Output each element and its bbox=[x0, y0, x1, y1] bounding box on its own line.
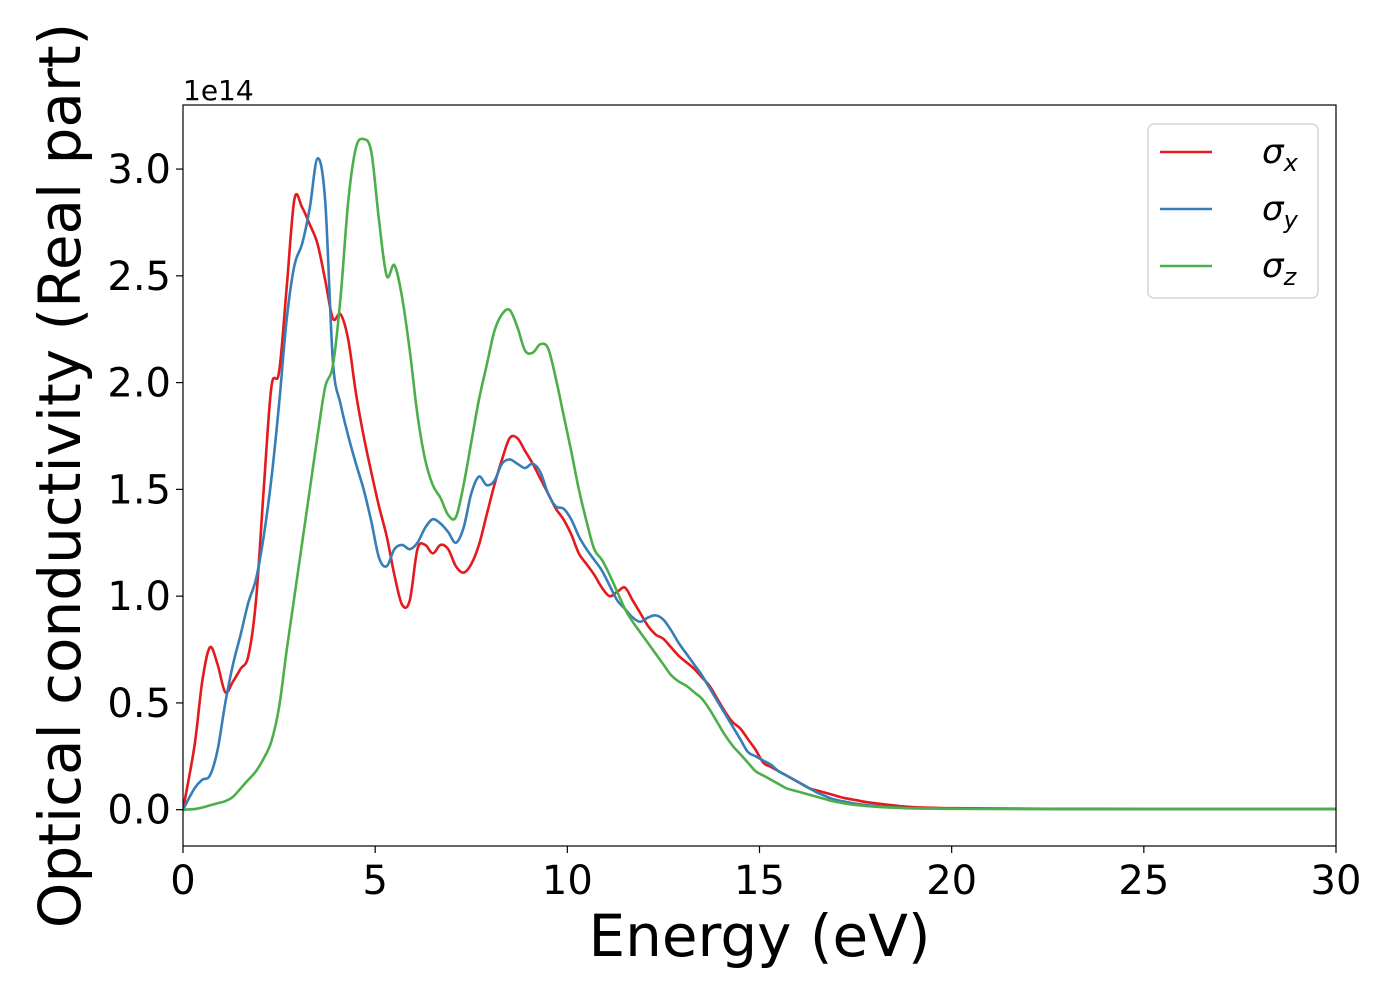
series-line-z bbox=[183, 137, 1336, 811]
y-tick-label: 2.5 bbox=[107, 254, 171, 300]
x-tick-label: 20 bbox=[926, 858, 977, 904]
x-tick-label: 15 bbox=[734, 858, 785, 904]
legend-box bbox=[1147, 123, 1319, 299]
x-tick-label: 0 bbox=[170, 858, 195, 904]
y-tick-label: 2.0 bbox=[107, 361, 171, 407]
legend-label-y: σy bbox=[1262, 189, 1299, 234]
ticks-layer: 0 5 10 15 20 25 30 0.0 0.5 1.0 1.5 2.0 2.5 3.0 bbox=[107, 147, 1361, 904]
y-tick-label: 0.5 bbox=[107, 681, 171, 727]
y-offset-label: 1e14 bbox=[183, 74, 254, 107]
series-line-x bbox=[183, 192, 1336, 811]
x-tick-label: 5 bbox=[362, 858, 387, 904]
x-tick-label: 30 bbox=[1311, 858, 1362, 904]
y-tick-label: 1.0 bbox=[107, 574, 171, 620]
y-tick-label: 0.0 bbox=[107, 788, 171, 834]
legend-label-z: σz bbox=[1262, 246, 1298, 291]
y-axis-title: Optical conductivity (Real part) bbox=[26, 23, 94, 928]
x-tick-label: 25 bbox=[1118, 858, 1169, 904]
legend-label-x: σx bbox=[1262, 132, 1299, 177]
y-tick-label: 1.5 bbox=[107, 467, 171, 513]
y-tick-label: 3.0 bbox=[107, 147, 171, 193]
x-axis-title: Energy (eV) bbox=[588, 902, 930, 970]
x-tick-label: 10 bbox=[542, 858, 593, 904]
series-line-y bbox=[183, 157, 1336, 811]
legend: σx σy σz bbox=[1147, 123, 1319, 299]
series-layer bbox=[183, 137, 1336, 811]
